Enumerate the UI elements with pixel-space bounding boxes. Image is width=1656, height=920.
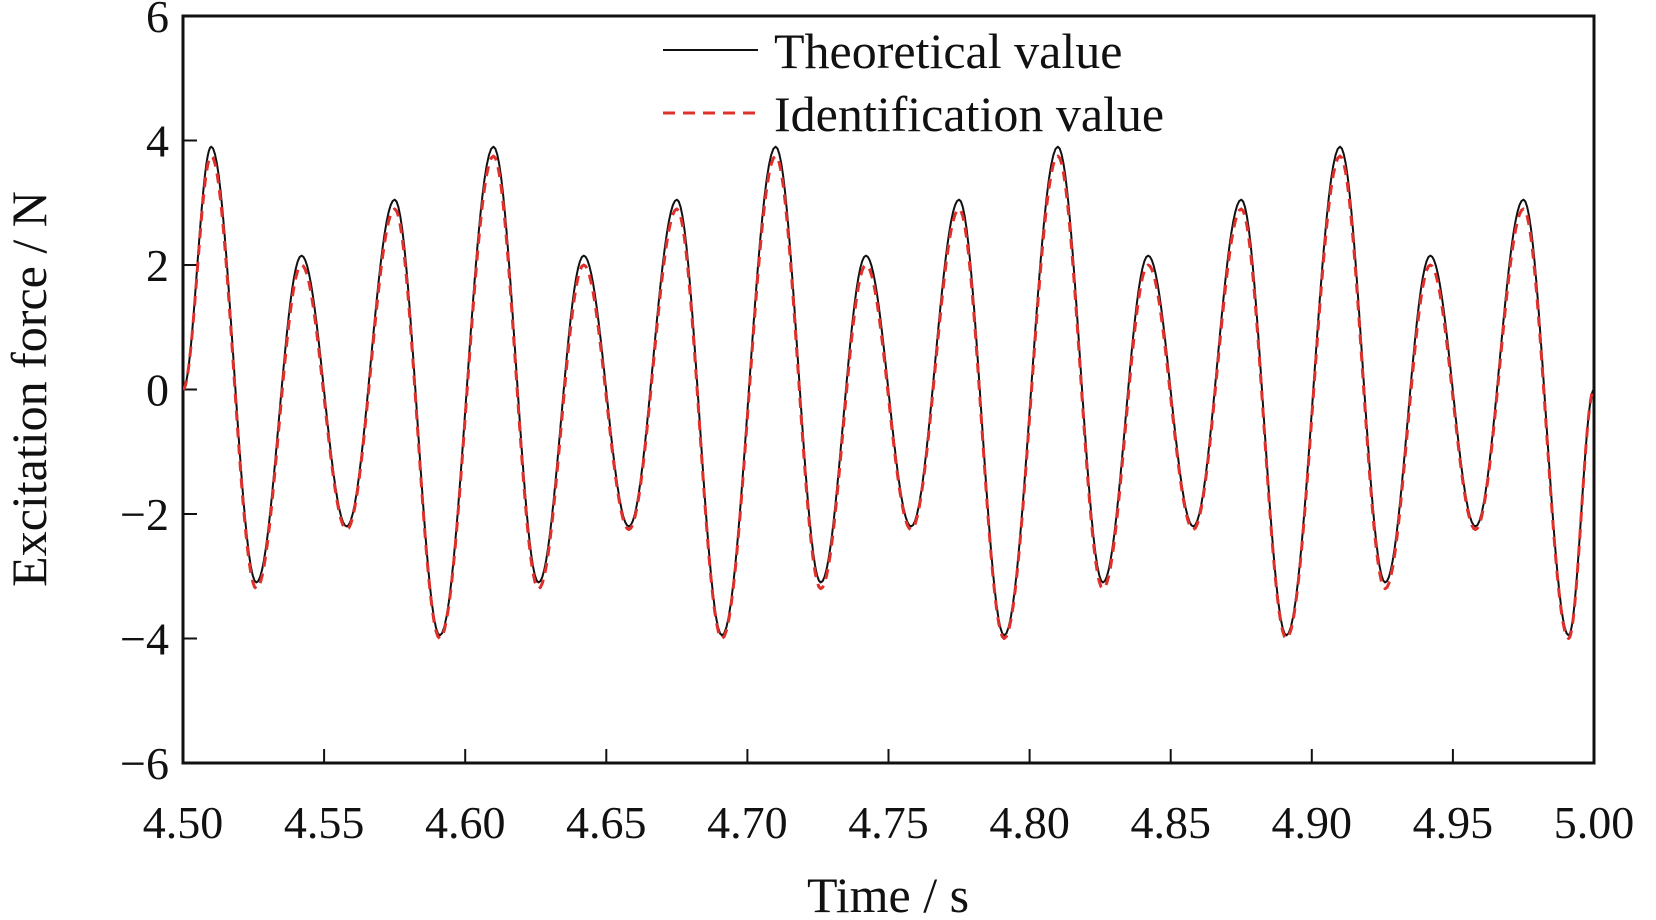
y-tick-label: −4 xyxy=(120,614,169,665)
y-axis-ticks: −6 −4 −2 0 2 4 6 xyxy=(120,0,197,789)
x-tick-label: 4.55 xyxy=(284,797,365,848)
x-tick-label: 4.60 xyxy=(425,797,506,848)
x-tick-label: 4.95 xyxy=(1413,797,1494,848)
x-axis-title: Time / s xyxy=(807,867,969,920)
legend-label-theoretical: Theoretical value xyxy=(774,23,1122,79)
x-tick-label: 4.75 xyxy=(848,797,929,848)
y-tick-label: −6 xyxy=(120,738,169,789)
y-tick-label: 6 xyxy=(146,0,169,42)
series-line-identification xyxy=(183,154,1594,640)
y-axis-title: Excitation force / N xyxy=(1,191,57,587)
series-layer xyxy=(183,145,1594,640)
x-tick-label: 4.85 xyxy=(1130,797,1211,848)
y-tick-label: −2 xyxy=(120,489,169,540)
y-tick-label: 0 xyxy=(146,365,169,416)
legend-label-identification: Identification value xyxy=(774,86,1164,142)
y-tick-label: 2 xyxy=(146,240,169,291)
x-axis-ticks: 4.50 4.55 4.60 4.65 4.70 4.75 4.80 4.85 4.90 4.95… xyxy=(143,749,1635,848)
x-tick-label: 4.90 xyxy=(1272,797,1353,848)
x-tick-label: 4.65 xyxy=(566,797,647,848)
x-tick-label: 4.80 xyxy=(989,797,1070,848)
legend: Theoretical value Identification value xyxy=(663,23,1164,142)
x-tick-label: 4.50 xyxy=(143,797,224,848)
y-tick-label: 4 xyxy=(146,116,169,167)
x-tick-label: 4.70 xyxy=(707,797,788,848)
x-tick-label: 5.00 xyxy=(1554,797,1635,848)
